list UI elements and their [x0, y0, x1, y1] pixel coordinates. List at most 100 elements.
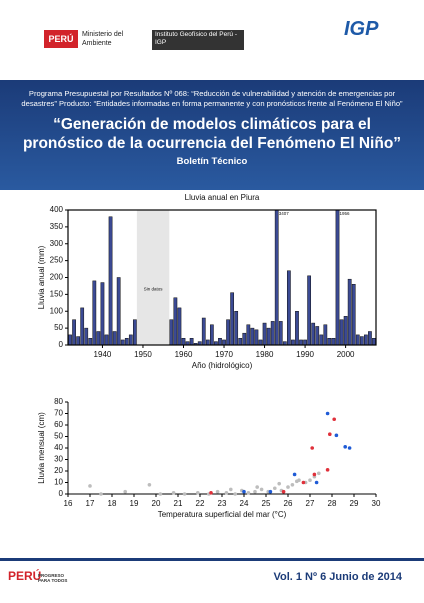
- bar: [234, 311, 239, 345]
- bar: [238, 338, 243, 345]
- bar: [120, 339, 125, 345]
- y-tick-label: 300: [50, 239, 64, 248]
- bar: [112, 331, 117, 345]
- bar: [209, 324, 214, 345]
- bar: [250, 327, 255, 345]
- bar: [359, 336, 364, 345]
- ministry: Ministerio del Ambiente: [82, 31, 124, 47]
- y-tick-label: 80: [54, 397, 63, 406]
- bar: [230, 292, 235, 345]
- x-tick-label: 2000: [337, 350, 355, 359]
- y-tick-label: 200: [50, 273, 64, 282]
- y-tick-label: 50: [54, 432, 63, 441]
- bar: [339, 319, 344, 345]
- bar: [282, 341, 287, 345]
- value-label: 1956: [340, 211, 351, 216]
- subtitle: Boletín Técnico: [176, 156, 248, 167]
- bar: [291, 339, 295, 345]
- x-tick-label: 19: [130, 499, 139, 508]
- point: [147, 483, 152, 487]
- bar: [193, 343, 198, 345]
- bar: [368, 331, 372, 345]
- y-tick-label: 40: [54, 443, 63, 452]
- bar: [347, 278, 352, 345]
- header: PERÚ Ministerio del Ambiente Instituto G…: [0, 0, 424, 80]
- igp-logo: IGP: [344, 18, 379, 40]
- bar: [88, 338, 93, 345]
- x-tick-label: 1940: [94, 350, 112, 359]
- bar: [355, 334, 360, 345]
- bar: [116, 277, 121, 345]
- point: [273, 486, 277, 491]
- y-tick-label: 100: [50, 306, 64, 315]
- bar: [177, 307, 182, 345]
- bar: [72, 319, 76, 345]
- x-tick-label: 1960: [175, 350, 193, 359]
- point: [246, 491, 251, 495]
- bar: [84, 327, 89, 345]
- point: [253, 489, 257, 494]
- bar: [286, 270, 291, 345]
- point: [301, 480, 306, 485]
- point: [229, 487, 233, 492]
- x-tick-label: 25: [262, 499, 271, 508]
- x-tick-label: 16: [64, 499, 73, 508]
- bar: [295, 311, 299, 345]
- program: Programa Presupuestal por Resultados Nº …: [21, 89, 403, 108]
- point: [281, 489, 286, 494]
- point: [290, 483, 295, 487]
- x-tick-label: 21: [174, 499, 183, 508]
- point: [308, 478, 312, 482]
- bar: [262, 322, 267, 345]
- bar-chart: 0 50 100 150 200 250 300 350 400 1940 1950 1960 1970…: [37, 193, 377, 370]
- x-tick-label: 1990: [296, 350, 314, 359]
- bar: [351, 284, 356, 345]
- x-tick-label: 28: [328, 499, 337, 508]
- bar: [226, 319, 230, 345]
- bar: [246, 324, 251, 345]
- point: [347, 446, 352, 450]
- point: [334, 433, 339, 438]
- bar: [278, 321, 283, 345]
- y-tick-label: 0: [59, 340, 64, 349]
- bar: [372, 338, 376, 345]
- y-tick-label: 70: [54, 409, 63, 418]
- country-logo: PERÚ: [44, 30, 78, 48]
- value-label: 3407: [279, 211, 290, 216]
- point: [310, 446, 315, 450]
- bar: [254, 329, 259, 345]
- bar: [76, 336, 81, 345]
- point: [215, 489, 220, 494]
- x-tick-label: 24: [240, 499, 249, 508]
- bar: [205, 339, 210, 345]
- bar: [201, 317, 206, 345]
- bar: [343, 316, 348, 345]
- point: [325, 411, 330, 416]
- institute: Instituto Geofísico del Perú - IGP: [152, 30, 244, 50]
- point: [277, 481, 282, 486]
- bar: [319, 334, 324, 345]
- point: [224, 491, 229, 495]
- bar: [258, 339, 263, 345]
- x-tick-label: 27: [306, 499, 315, 508]
- y-tick-label: 30: [54, 455, 63, 464]
- annotation: Sin datos: [144, 287, 164, 292]
- bar: [335, 210, 340, 345]
- bar: [185, 341, 190, 345]
- issue: Vol. 1 Nº 6 Junio de 2014: [273, 571, 402, 583]
- bar: [315, 326, 320, 345]
- bar: [303, 339, 307, 345]
- point: [233, 492, 237, 496]
- y-tick-label: 250: [50, 256, 64, 265]
- bar: [96, 331, 101, 345]
- bar: [197, 341, 202, 345]
- point: [317, 471, 321, 476]
- bar: [132, 319, 137, 345]
- bar: [274, 210, 279, 345]
- point: [209, 491, 213, 495]
- y-axis-label: Lluvia mensual (cm): [37, 412, 46, 484]
- x-tick-label: 1980: [256, 350, 274, 359]
- y-tick-label: 150: [50, 289, 64, 298]
- point: [123, 489, 127, 494]
